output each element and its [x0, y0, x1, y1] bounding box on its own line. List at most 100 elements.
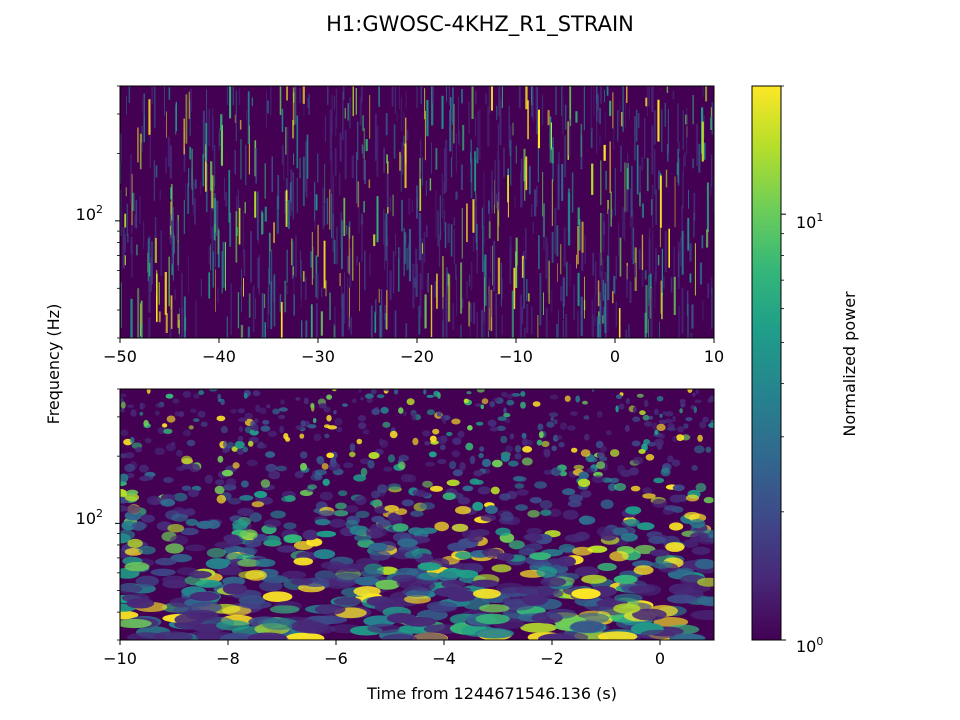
heatmap-streak	[364, 160, 366, 185]
heatmap-streak	[215, 269, 216, 312]
heatmap-streak	[690, 332, 693, 338]
heatmap-blob	[556, 556, 576, 567]
heatmap-streak	[525, 86, 528, 110]
heatmap-streak	[264, 322, 266, 338]
heatmap-streak	[453, 103, 455, 144]
heatmap-blob	[539, 500, 553, 510]
heatmap-streak	[134, 214, 136, 228]
heatmap-blob	[612, 527, 628, 536]
heatmap-streak	[551, 231, 554, 263]
heatmap-blob	[365, 527, 380, 535]
heatmap-streak	[251, 97, 253, 107]
heatmap-streak	[435, 148, 438, 170]
heatmap-streak	[543, 215, 545, 250]
heatmap-streak	[147, 238, 150, 282]
heatmap-streak	[434, 280, 437, 298]
heatmap-blob	[540, 509, 552, 516]
heatmap-blob	[239, 495, 254, 501]
heatmap-blob	[246, 459, 258, 467]
heatmap-blob	[132, 522, 148, 530]
heatmap-streak	[534, 189, 537, 217]
heatmap-streak	[710, 184, 712, 196]
heatmap-streak	[169, 225, 172, 235]
heatmap-blob	[139, 411, 144, 416]
heatmap-blob	[181, 485, 192, 491]
heatmap-streak	[139, 133, 142, 170]
heatmap-blob	[153, 631, 193, 640]
heatmap-streak	[225, 192, 228, 207]
heatmap-blob	[667, 455, 674, 463]
heatmap-streak	[581, 252, 584, 271]
heatmap-blob	[503, 412, 511, 418]
heatmap-blob	[617, 464, 626, 474]
heatmap-streak	[476, 147, 479, 164]
heatmap-streak	[452, 87, 454, 125]
heatmap-blob	[656, 395, 664, 402]
heatmap-streak	[383, 147, 385, 173]
heatmap-streak	[412, 200, 413, 213]
heatmap-blob	[248, 440, 254, 447]
heatmap-streak	[701, 235, 704, 249]
heatmap-blob	[165, 543, 184, 554]
heatmap-streak	[392, 194, 394, 217]
heatmap-blob	[475, 403, 483, 407]
heatmap-streak	[370, 305, 373, 338]
heatmap-streak	[432, 86, 434, 104]
heatmap-streak	[551, 289, 553, 314]
heatmap-streak	[404, 231, 407, 264]
heatmap-blob	[559, 422, 568, 431]
heatmap-streak	[469, 303, 472, 322]
heatmap-blob	[382, 421, 391, 428]
heatmap-streak	[481, 309, 483, 338]
heatmap-streak	[406, 129, 409, 141]
heatmap-blob	[317, 458, 325, 465]
heatmap-blob	[516, 489, 529, 496]
heatmap-blob	[491, 564, 512, 573]
heatmap-blob	[532, 401, 541, 407]
heatmap-streak	[294, 86, 297, 125]
heatmap-streak	[596, 102, 598, 154]
heatmap-streak	[654, 270, 656, 309]
heatmap-blob	[393, 389, 399, 395]
heatmap-streak	[221, 251, 223, 294]
heatmap-blob	[355, 510, 370, 519]
heatmap-streak	[514, 196, 516, 207]
heatmap-blob	[685, 494, 700, 502]
heatmap-streak	[240, 139, 242, 180]
heatmap-blob	[124, 452, 135, 459]
heatmap-blob	[672, 435, 677, 442]
heatmap-blob	[227, 441, 234, 449]
heatmap-blob	[506, 393, 514, 399]
heatmap-streak	[222, 241, 225, 288]
heatmap-streak	[386, 290, 388, 330]
heatmap-streak	[600, 86, 602, 104]
heatmap-blob	[335, 502, 347, 510]
heatmap-blob	[511, 393, 521, 397]
heatmap-streak	[705, 86, 708, 102]
heatmap-blob	[474, 479, 484, 485]
heatmap-blob	[333, 596, 362, 606]
heatmap-blob	[146, 389, 151, 394]
bottom-axes-frame	[119, 388, 715, 641]
heatmap-streak	[634, 116, 636, 161]
heatmap-blob	[244, 539, 262, 548]
heatmap-streak	[515, 145, 517, 164]
heatmap-blob	[636, 393, 644, 398]
heatmap-blob	[462, 485, 474, 492]
heatmap-streak	[658, 170, 660, 190]
heatmap-blob	[666, 594, 697, 604]
heatmap-blob	[476, 389, 485, 393]
heatmap-blob	[222, 605, 252, 616]
bottom-xtick-label: 0	[655, 649, 665, 668]
heatmap-streak	[394, 86, 397, 114]
heatmap-streak	[342, 91, 344, 140]
heatmap-blob	[580, 449, 591, 457]
heatmap-streak	[220, 114, 223, 131]
heatmap-streak	[148, 276, 151, 313]
heatmap-streak	[339, 273, 341, 287]
heatmap-blob	[310, 473, 323, 481]
heatmap-streak	[167, 136, 170, 167]
heatmap-streak	[154, 237, 157, 263]
heatmap-streak	[292, 266, 294, 276]
heatmap-streak	[271, 156, 273, 193]
